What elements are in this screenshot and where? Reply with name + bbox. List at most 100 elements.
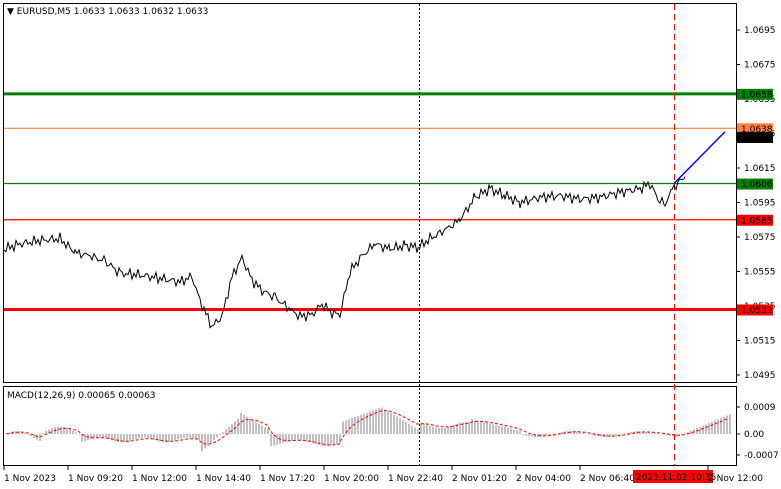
macd-bar [516,430,518,434]
macd-bar [486,422,488,434]
macd-bar [123,434,125,443]
macd-bar [507,427,509,434]
macd-bar [297,434,299,441]
macd-bar [711,421,713,434]
macd-bar [600,434,602,437]
macd-bar [465,422,467,434]
current-ask-badge [737,123,773,135]
macd-bar [288,434,290,442]
macd-bar [348,419,350,434]
macd-bar [414,427,416,434]
time-tick-label: 2 Nov 06:40 [580,474,635,484]
macd-bar [339,434,341,444]
macd-bar [531,434,533,437]
macd-bar [552,434,554,435]
macd-bar [363,413,365,434]
macd-bar [96,434,98,438]
resistance-2-badge [737,88,773,100]
macd-bar [366,412,368,434]
macd-bar [657,433,659,435]
macd-bar [372,410,374,434]
macd-bar [42,432,44,434]
macd-bar [708,423,710,434]
macd-bar [69,429,71,434]
trend-line[interactable] [673,131,726,185]
macd-bar [450,425,452,434]
macd-bar [147,434,149,438]
macd-bar [51,428,53,434]
price-tick-label: 1.0675 [744,61,776,71]
macd-bar [138,434,140,439]
macd-bar [402,420,404,434]
macd-bar [387,411,389,434]
macd-bar [609,434,611,437]
support-1-badge [737,214,773,226]
macd-bar [690,430,692,434]
current-bid-badge [737,131,773,143]
price-line [3,176,686,329]
macd-bar [324,434,326,446]
macd-bar [72,430,74,434]
time-tick-label: 2 Nov 12:00 [708,474,763,484]
macd-bar [432,426,434,434]
macd-bar [156,434,158,441]
time-axis: 1 Nov 2023 1 Nov 09:20 1 Nov 12:00 1 Nov 14… [3,466,763,484]
macd-bar [702,425,704,434]
resistance-2-badge-label: 1.0658 [741,90,773,100]
vertical-markers [419,4,675,465]
time-tick-label: 1 Nov 22:40 [388,474,443,484]
macd-name: MACD(12,26,9) [7,391,75,401]
macd-bar [648,432,650,434]
macd-bar [303,434,305,441]
macd-bar [9,432,11,434]
macd-bar [33,434,35,438]
time-badge-label: 2023.11.02 10:35 [636,473,716,483]
macd-bar [468,422,470,434]
macd-bar [243,414,245,434]
macd-bar [663,434,665,435]
macd-bar [396,416,398,434]
macd-bar [192,434,194,439]
macd-bar [180,434,182,439]
time-tick-label: 1 Nov 2023 [4,474,56,484]
macd-bar [342,421,344,434]
macd-bar [675,434,677,437]
macd-bar [216,434,218,438]
macd-bar [126,434,128,442]
macd-bar [273,434,275,446]
price-tick-label: 1.0695 [744,26,776,36]
macd-bar [636,431,638,434]
macd-bar [543,434,545,437]
macd-bar [45,430,47,434]
macd-bar [276,434,278,446]
price-tick-label: 1.0515 [744,337,776,347]
macd-bar [114,434,116,442]
macd-bar [255,422,257,434]
macd-bar [315,434,317,445]
macd-bar [594,434,596,436]
macd-bar [420,422,422,434]
price-tick-label: 1.0655 [744,95,776,105]
macd-bar [111,434,113,441]
macd-bar [726,415,728,434]
macd-bar [426,424,428,434]
macd-bar [444,427,446,434]
macd-bar [579,431,581,434]
macd-bar [318,434,320,446]
macd-bar [729,414,731,434]
macd-bar [336,434,338,445]
macd-bar [573,431,575,434]
macd-bar [159,434,161,442]
price-plot-area[interactable] [3,3,737,383]
current-ask-badge-label: 1.0638 [741,125,773,135]
macd-bar [351,418,353,434]
macd-bar [117,434,119,443]
macd-bar [618,434,620,436]
macd-bar [321,434,323,446]
macd-bar [645,431,647,434]
macd-bar [606,434,608,437]
macd-bar [108,434,110,440]
macd-bar [714,420,716,434]
macd-bar [408,423,410,434]
